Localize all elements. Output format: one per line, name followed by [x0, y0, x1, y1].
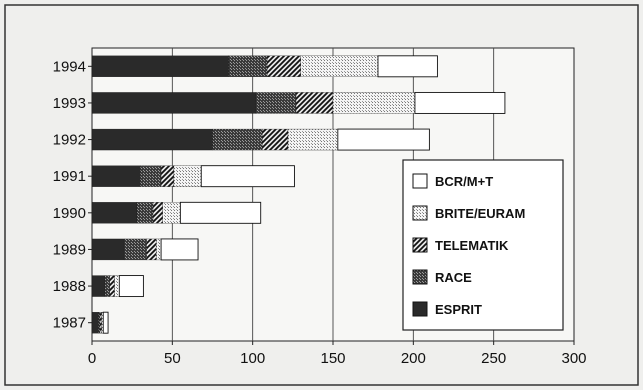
bar-1992-bcr-m-t: [337, 128, 430, 151]
bar-1989-bcr-m-t: [160, 238, 199, 261]
y-tick-label-1991: 1991: [53, 168, 86, 185]
bar-1992-brite-euram: [287, 128, 338, 151]
legend-label-bcr-m-t: BCR/M+T: [435, 174, 493, 189]
bar-1987-telematik: [99, 312, 102, 334]
bar-1991-brite-euram: [173, 165, 202, 187]
bar-1994-brite-euram: [300, 55, 379, 77]
legend-swatch-telematik: [412, 237, 428, 253]
bar-1988-telematik: [109, 275, 115, 297]
x-tick-label-0: 0: [88, 350, 96, 367]
bar-1988-brite-euram: [114, 275, 120, 297]
bar-1991-bcr-m-t: [200, 165, 295, 188]
bar-1989-race: [123, 238, 147, 261]
bar-1991-esprit: [91, 165, 141, 187]
bar-1994-telematik: [266, 55, 302, 77]
bar-1989-brite-euram: [156, 238, 162, 261]
y-tick-label-1993: 1993: [53, 95, 86, 112]
bar-1994-bcr-m-t: [377, 55, 438, 78]
bar-1987-bcr-m-t: [102, 311, 109, 334]
legend-swatch-bcr-m-t: [412, 173, 428, 189]
bar-1988-esprit: [91, 275, 106, 297]
legend-swatch-race: [412, 269, 428, 285]
bar-1991-race: [140, 165, 162, 187]
x-tick-label-300: 300: [561, 350, 586, 367]
bar-series: [91, 55, 506, 334]
y-tick-label-1987: 1987: [53, 315, 86, 332]
legend-swatch-esprit: [412, 301, 428, 317]
bar-1987-race: [98, 312, 101, 334]
y-tick-label-1992: 1992: [53, 132, 86, 149]
y-tick-label-1994: 1994: [53, 58, 86, 75]
bar-1990-brite-euram: [162, 202, 181, 224]
x-tick-label-50: 50: [164, 350, 181, 367]
bar-1993-race: [255, 92, 297, 114]
x-tick-labels: 0 50 100 150 200 250 300: [88, 341, 587, 367]
bar-1990-bcr-m-t: [179, 201, 262, 224]
bar-1988-race: [104, 275, 110, 297]
bar-1993-brite-euram: [332, 92, 416, 114]
bar-1989-esprit: [91, 238, 125, 261]
bar-1990-telematik: [152, 202, 163, 224]
bar-1994-race: [228, 55, 268, 77]
bar-1992-esprit: [91, 128, 213, 151]
y-tick-label-1989: 1989: [53, 241, 86, 258]
legend-label-brite-euram: BRITE/EURAM: [435, 206, 525, 221]
x-tick-label-100: 100: [240, 350, 265, 367]
bar-1992-race: [212, 128, 263, 151]
legend-label-race: RACE: [435, 270, 472, 285]
bar-1990-esprit: [91, 202, 138, 224]
bar-1991-telematik: [160, 165, 175, 187]
bar-1990-race: [136, 202, 154, 224]
legend-box: [402, 159, 564, 331]
legend: BCR/M+T BRITE/EURAM TELEMATIK RACE ESPRIT: [402, 159, 564, 331]
y-tick-label-1988: 1988: [53, 278, 86, 295]
legend-label-esprit: ESPRIT: [435, 302, 482, 317]
legend-label-telematik: TELEMATIK: [435, 238, 509, 253]
bar-1989-telematik: [146, 238, 157, 261]
bar-1993-esprit: [91, 92, 257, 114]
y-tick-label-1990: 1990: [53, 205, 86, 222]
y-tick-labels: 1994 1993 1992 1991 1990 1989 1988 1987: [53, 58, 92, 332]
bar-1993-bcr-m-t: [414, 91, 506, 114]
bar-1988-bcr-m-t: [118, 275, 144, 298]
legend-swatch-brite-euram: [412, 205, 428, 221]
bar-1993-telematik: [295, 92, 334, 114]
bar-1994-esprit: [91, 55, 229, 77]
x-tick-label-200: 200: [401, 350, 426, 367]
bar-1992-telematik: [262, 128, 289, 151]
x-tick-label-250: 250: [481, 350, 506, 367]
bar-1987-esprit: [91, 312, 99, 334]
x-tick-label-150: 150: [320, 350, 345, 367]
